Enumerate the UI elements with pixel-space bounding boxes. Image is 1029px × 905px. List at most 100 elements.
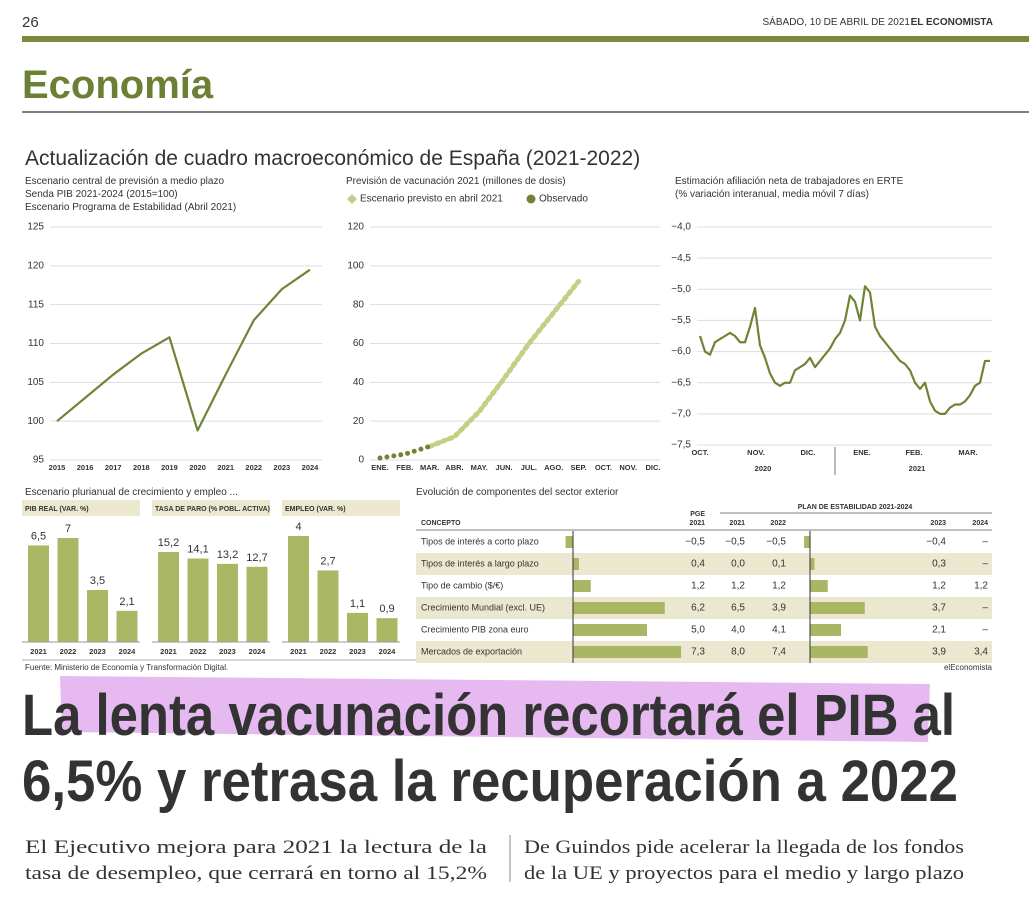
cell-value: 1,2 bbox=[772, 581, 786, 592]
value-label: 14,1 bbox=[187, 544, 208, 556]
x-tick-label: 2023 bbox=[349, 647, 366, 656]
x-tick-label: FEB. bbox=[905, 448, 922, 457]
panel-title: PIB REAL (VAR. %) bbox=[25, 506, 89, 513]
cell-value: −0,5 bbox=[685, 537, 705, 548]
row-label: Tipo de cambio ($/€) bbox=[421, 580, 503, 590]
x-tick-label: JUL. bbox=[521, 463, 537, 472]
row-label: Mercados de exportación bbox=[421, 646, 522, 656]
legend-marker bbox=[526, 194, 536, 204]
value-label: 13,2 bbox=[217, 549, 238, 561]
year-label: 2020 bbox=[755, 464, 772, 473]
table-bar bbox=[804, 536, 810, 548]
series-line bbox=[427, 278, 582, 449]
table-title: Evolución de componentes del sector exte… bbox=[416, 487, 619, 498]
headline: La lenta vacunación recortará el PIB al bbox=[22, 683, 955, 748]
x-tick-label: 2022 bbox=[190, 647, 207, 656]
bar bbox=[187, 558, 209, 642]
subhead: El Ejecutivo mejora para 2021 la lectura… bbox=[25, 837, 488, 858]
table-bar bbox=[573, 646, 682, 658]
x-tick-label: ENE. bbox=[371, 463, 389, 472]
subhead: De Guindos pide acelerar la llegada de l… bbox=[524, 837, 964, 858]
x-tick-label: MAR. bbox=[420, 463, 439, 472]
brand: elEconomista bbox=[944, 663, 993, 672]
legend-label: Observado bbox=[539, 194, 588, 205]
y-tick-label: −7,0 bbox=[671, 408, 691, 419]
x-tick-label: NOV. bbox=[619, 463, 637, 472]
row-label: Tipos de interés a largo plazo bbox=[421, 558, 539, 568]
cell-value: 3,9 bbox=[772, 603, 786, 614]
x-tick-label: 2022 bbox=[320, 647, 337, 656]
row-label: Crecimiento Mundial (excl. UE) bbox=[421, 602, 545, 612]
chart-title: Estimación afiliación neta de trabajador… bbox=[675, 176, 904, 187]
x-tick-label: 2022 bbox=[245, 463, 262, 472]
y-tick-label: −5,0 bbox=[671, 284, 691, 295]
x-tick-label: 2021 bbox=[217, 463, 234, 472]
cell-value: 3,4 bbox=[974, 647, 988, 658]
y-tick-label: 115 bbox=[28, 299, 44, 310]
cell-value: −0,4 bbox=[926, 537, 946, 548]
value-label: 15,2 bbox=[158, 537, 179, 549]
value-label: 2,7 bbox=[320, 555, 335, 567]
bar bbox=[376, 618, 398, 642]
cell-value: 3,7 bbox=[932, 603, 946, 614]
column-header: 2021 bbox=[689, 520, 705, 527]
y-tick-label: 95 bbox=[33, 455, 45, 466]
y-tick-label: 110 bbox=[28, 338, 44, 349]
bar bbox=[116, 610, 138, 642]
cell-value: – bbox=[982, 603, 988, 614]
x-tick-label: ABR. bbox=[445, 463, 463, 472]
value-label: 4 bbox=[295, 521, 301, 533]
y-tick-label: 20 bbox=[353, 416, 365, 427]
y-tick-label: −5,5 bbox=[671, 315, 691, 326]
x-tick-label: 2019 bbox=[161, 463, 178, 472]
table-bar bbox=[810, 646, 868, 658]
bar-group-title: Escenario plurianual de crecimiento y em… bbox=[25, 487, 238, 498]
cell-value: – bbox=[982, 625, 988, 636]
bar bbox=[246, 566, 268, 642]
bar bbox=[28, 545, 49, 642]
cell-value: 1,2 bbox=[691, 581, 705, 592]
y-tick-label: −4,0 bbox=[671, 222, 691, 233]
paper: EL ECONOMISTA bbox=[911, 17, 993, 28]
cell-value: 1,2 bbox=[731, 581, 745, 592]
table-bar bbox=[565, 536, 573, 548]
column-header: 2021 bbox=[729, 520, 745, 527]
cell-value: 8,0 bbox=[731, 647, 745, 658]
panel-header bbox=[22, 500, 140, 516]
cell-value: 3,9 bbox=[932, 647, 946, 658]
cell-value: 0,4 bbox=[691, 559, 705, 570]
x-tick-label: 2023 bbox=[89, 647, 106, 656]
value-label: 12,7 bbox=[246, 552, 267, 564]
chart-title: Senda PIB 2021-2024 (2015=100) bbox=[25, 189, 178, 200]
bar bbox=[217, 563, 238, 642]
year-label: 2021 bbox=[909, 464, 926, 473]
y-tick-label: 80 bbox=[353, 299, 365, 310]
headline: 6,5% y retrasa la recuperación a 2022 bbox=[22, 749, 958, 814]
cell-value: 0,1 bbox=[772, 559, 786, 570]
y-tick-label: 105 bbox=[27, 377, 44, 388]
cell-value: – bbox=[982, 559, 988, 570]
table-bar bbox=[810, 624, 842, 636]
table-bar bbox=[810, 558, 815, 570]
cell-value: 0,0 bbox=[731, 559, 745, 570]
y-tick-label: 100 bbox=[27, 416, 44, 427]
table-bar bbox=[573, 602, 665, 614]
y-tick-label: 60 bbox=[353, 338, 365, 349]
x-tick-label: NOV. bbox=[747, 448, 765, 457]
x-tick-label: 2024 bbox=[379, 647, 397, 656]
subhead: de la UE y proyectos para el medio y lar… bbox=[524, 863, 964, 884]
cell-value: 7,3 bbox=[691, 647, 705, 658]
cell-value: 5,0 bbox=[691, 625, 705, 636]
value-label: 6,5 bbox=[31, 530, 46, 542]
x-tick-label: 2017 bbox=[105, 463, 122, 472]
panel-header bbox=[282, 500, 400, 516]
value-label: 7 bbox=[65, 523, 71, 535]
x-tick-label: 2024 bbox=[302, 463, 320, 472]
page-number: 26 bbox=[22, 14, 39, 31]
column-header: 2023 bbox=[930, 520, 946, 527]
x-tick-label: ENE. bbox=[853, 448, 871, 457]
y-tick-label: −7,5 bbox=[671, 440, 691, 451]
charts-title: Actualización de cuadro macroeconómico d… bbox=[25, 147, 640, 170]
y-tick-label: 120 bbox=[27, 260, 44, 271]
